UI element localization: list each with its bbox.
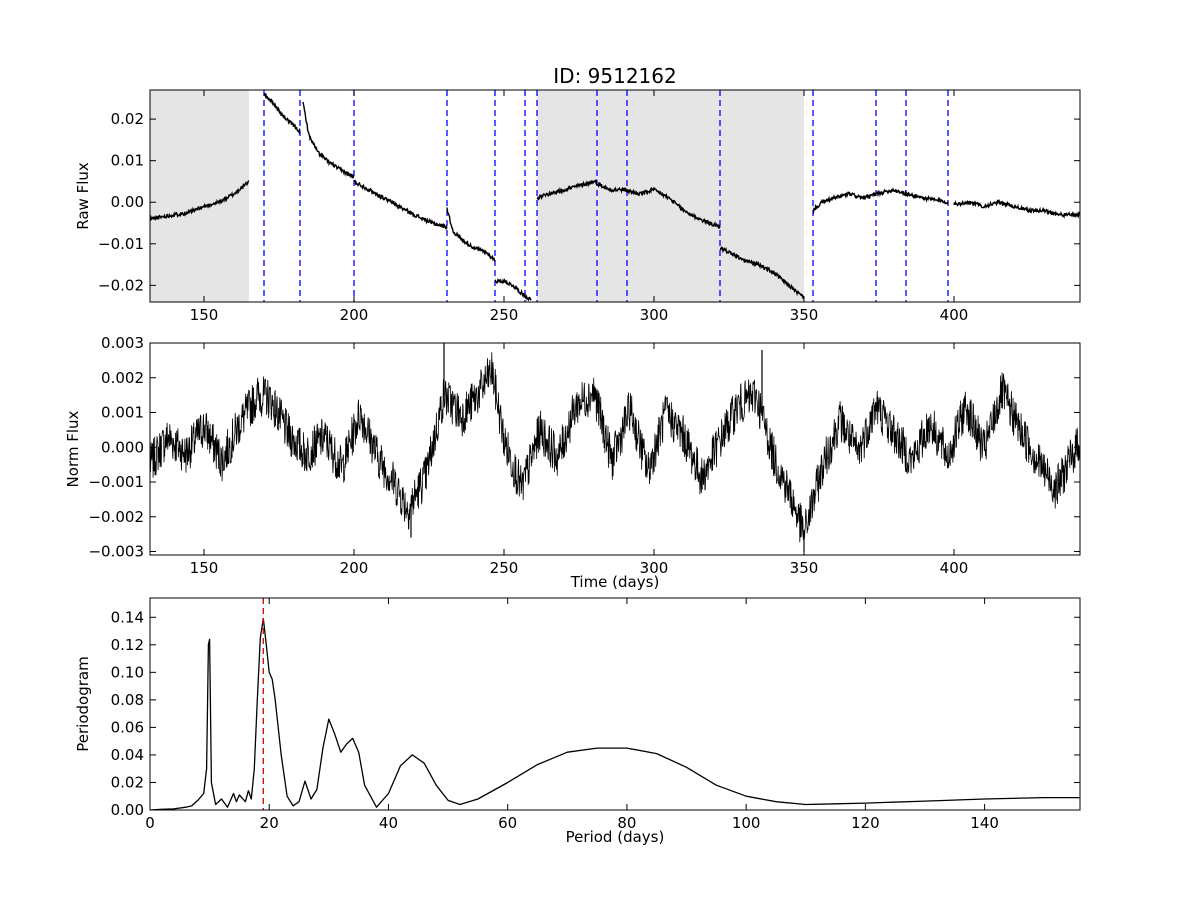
norm-flux-y-tick-label: −0.002 [88,508,144,526]
periodogram-x-tick-label: 40 [379,814,398,832]
periodogram-y-tick-label: 0.00 [111,801,144,819]
periodogram-y-tick-label: 0.02 [111,773,144,791]
norm-flux-series-line [150,352,1080,543]
periodogram-y-tick-label: 0.08 [111,691,144,709]
raw-flux-series-segment [150,180,250,222]
periodogram-panel: 0 20 40 60 80 100 120 140 0.00 0.02 0.04 0.06 0.08 0.… [74,597,1081,846]
raw-flux-y-tick-label: −0.01 [98,235,144,253]
norm-flux-x-axis-label: Time (days) [570,573,660,591]
raw-flux-series-segment [494,277,532,302]
norm-flux-y-axis-label: Norm Flux [64,410,82,487]
norm-flux-x-tick-label: 350 [790,559,819,577]
periodogram-x-axis-label: Period (days) [566,828,665,846]
periodogram-y-tick-label: 0.10 [111,663,144,681]
periodogram-axes-frame [149,597,1081,811]
periodogram-x-tick-label: 20 [260,814,279,832]
raw-flux-x-tick-label: 350 [790,306,819,324]
raw-flux-series-segment [302,101,355,179]
norm-flux-y-tick-label: 0.002 [101,369,144,387]
norm-flux-x-tick-label: 250 [490,559,519,577]
raw-flux-series-segment [953,199,1080,219]
periodogram-y-tick-label: 0.06 [111,718,144,736]
periodogram-x-tick-label: 100 [732,814,761,832]
norm-flux-x-tick-label: 200 [340,559,369,577]
periodogram-x-tick-label: 80 [617,814,636,832]
raw-flux-y-tick-label: −0.02 [98,276,144,294]
periodogram-x-tick-label: 140 [970,814,999,832]
raw-flux-x-tick-label: 400 [940,306,969,324]
norm-flux-axes-frame [149,342,1081,556]
periodogram-x-tick-label: 60 [498,814,517,832]
norm-flux-y-tick-label: 0.000 [101,438,144,456]
raw-flux-plot-area [150,90,1080,302]
norm-flux-panel: 150 200 250 300 350 400 −0.003 −0.002 −0.001 0.00… [64,334,1081,591]
raw-flux-series-segment [812,187,949,215]
raw-flux-shaded-span [537,90,804,302]
periodogram-plot-area [150,598,1080,810]
norm-flux-y-tick-label: −0.003 [88,543,144,561]
norm-flux-x-tick-label: 300 [640,559,669,577]
norm-flux-y-tick-label: −0.001 [88,473,144,491]
norm-flux-x-tick-label: 150 [190,559,219,577]
periodogram-y-tick-label: 0.14 [111,608,144,626]
raw-flux-series-segment [446,207,496,263]
periodogram-x-tick-label: 0 [145,814,155,832]
periodogram-y-tick-label: 0.12 [111,636,144,654]
norm-flux-y-tick-label: 0.003 [101,334,144,352]
raw-flux-y-tick-label: 0.00 [111,193,144,211]
raw-flux-x-tick-label: 300 [640,306,669,324]
periodogram-x-tick-label: 120 [851,814,880,832]
raw-flux-y-axis-label: Raw Flux [74,162,92,230]
raw-flux-axes-frame [149,89,1081,303]
raw-flux-series-segment [536,178,721,230]
figure-title: ID: 9512162 [553,64,676,88]
raw-flux-shaded-span [150,90,249,302]
raw-flux-x-tick-label: 150 [190,306,219,324]
periodogram-y-tick-label: 0.04 [111,746,144,764]
raw-flux-series-segment [263,92,301,135]
periodogram-y-axis-label: Periodogram [74,656,92,751]
raw-flux-y-tick-label: 0.02 [111,110,144,128]
norm-flux-x-tick-label: 400 [940,559,969,577]
raw-flux-series-segment [719,246,805,299]
raw-flux-series-segment [354,179,448,231]
raw-flux-y-tick-label: 0.01 [111,152,144,170]
raw-flux-x-tick-label: 200 [340,306,369,324]
raw-flux-x-tick-label: 250 [490,306,519,324]
raw-flux-panel: 150 200 250 300 350 400 −0.02 −0.01 0.00 0.01 0.02… [74,89,1081,324]
norm-flux-plot-area [150,343,1080,552]
periodogram-series-line [150,617,1080,810]
norm-flux-y-tick-label: 0.001 [101,404,144,422]
